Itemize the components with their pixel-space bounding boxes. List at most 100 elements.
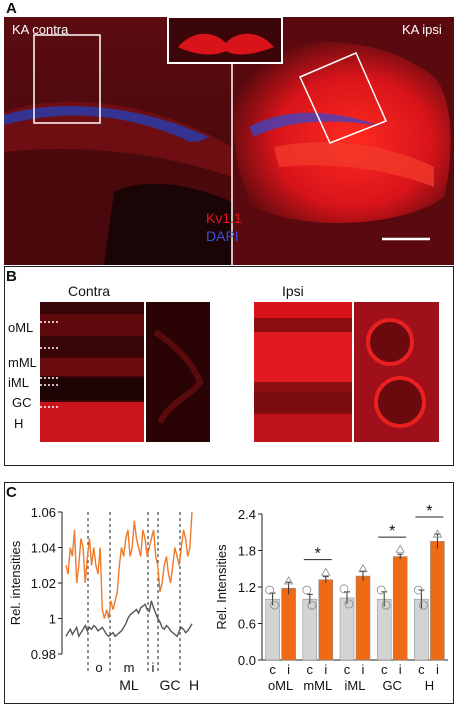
profile-line-chart: 0.98 1 1.02 1.04 1.06 Rel. intensities o m i ML GC… <box>8 505 199 693</box>
bar-GC-1 <box>392 556 408 661</box>
panel-b-letter: B <box>6 268 17 285</box>
region-label-i: i <box>152 660 155 675</box>
bar-mML-1 <box>318 579 334 661</box>
data-point <box>413 585 423 595</box>
data-point <box>376 585 386 595</box>
data-point <box>265 585 274 595</box>
profile-series-0 <box>65 511 193 619</box>
region-label-gc: GC <box>160 677 181 693</box>
bar-sub-label: i <box>362 662 365 677</box>
region-label-o: o <box>95 660 102 675</box>
inset-hippocampus <box>178 33 274 55</box>
contra-gc <box>40 378 144 400</box>
significance-star: * <box>389 523 395 540</box>
bar-iML-1 <box>355 575 371 661</box>
layer-label-mml: mML <box>8 355 37 370</box>
region-label-ml: ML <box>119 677 139 693</box>
panel-a-letter: A <box>6 0 17 17</box>
contra-label: KA contra <box>12 22 69 37</box>
contra-roi-box <box>33 34 101 124</box>
ipsi-oml <box>254 302 352 318</box>
data-point <box>339 584 349 594</box>
contra-molecular-layer <box>4 101 232 177</box>
panel-c-frame <box>4 482 454 704</box>
profile-series-1 <box>65 600 193 639</box>
panel-a-micrograph <box>4 17 454 265</box>
contra-zoom-cell <box>153 329 204 424</box>
ipsi-zoom-cell-1 <box>366 318 414 366</box>
layer-label-gc: GC <box>12 395 32 410</box>
data-point <box>321 567 331 576</box>
data-point <box>395 544 405 553</box>
region-label-m: m <box>124 660 135 675</box>
ipsi-divider <box>352 302 354 442</box>
significance-star: * <box>426 503 432 520</box>
panel-b-frame <box>4 266 454 466</box>
bar-chart-ylabel: Rel. Intensities <box>214 544 229 630</box>
bar-category-label: GC <box>382 678 402 693</box>
bar-sub-label: i <box>324 662 327 677</box>
contra-granule-cell-layer <box>4 106 209 142</box>
line-chart-ytick-label: 1.02 <box>31 576 56 591</box>
data-point <box>283 576 294 585</box>
bar-H-1 <box>430 541 445 661</box>
contra-iml <box>40 358 144 376</box>
bar-chart-ytick-label: 0.6 <box>238 617 256 632</box>
data-point <box>307 600 317 610</box>
line-chart-ytick-label: 1.04 <box>31 541 56 556</box>
ipsi-hilus <box>274 142 434 187</box>
bar-oML-1 <box>281 587 296 661</box>
bar-sub-label: c <box>344 662 351 677</box>
bar-category-label: oML <box>268 678 293 693</box>
bar-sub-label: i <box>436 662 439 677</box>
contra-divider <box>144 302 146 442</box>
data-point <box>418 600 428 610</box>
data-point <box>344 599 354 609</box>
legend-dapi: DAPI <box>206 228 239 244</box>
panel-b-micrographs <box>40 302 439 442</box>
bar-sub-label: i <box>399 662 402 677</box>
bar-category-label: iML <box>345 678 366 693</box>
ipsi-mml <box>254 332 352 382</box>
bar-sub-label: c <box>381 662 388 677</box>
panel-a-image <box>4 17 454 265</box>
ipsi-label: KA ipsi <box>402 22 442 37</box>
data-point <box>381 600 391 610</box>
ipsi-hilus <box>254 414 352 442</box>
ipsi-zoom-cell-2 <box>374 376 426 428</box>
bar-chart-ytick-label: 2.4 <box>238 507 256 522</box>
ipsi-gc <box>254 392 352 412</box>
bar-sub-label: c <box>418 662 425 677</box>
bar-chart-ytick-label: 1.8 <box>238 544 256 559</box>
data-point <box>432 529 443 538</box>
bar-sub-label: c <box>269 662 276 677</box>
bar-chart-ytick-label: 1.2 <box>238 580 256 595</box>
panel-c-letter: C <box>6 484 17 501</box>
layer-label-oml: oML <box>8 320 34 335</box>
ventricle <box>104 183 232 265</box>
line-chart-ylabel: Rel. intensities <box>8 540 23 625</box>
ipsi-title: Ipsi <box>282 283 304 299</box>
layer-label-iml: iML <box>8 375 29 390</box>
line-chart-ytick-label: 1.06 <box>31 505 56 520</box>
bar-sub-label: i <box>287 662 290 677</box>
layer-label-h: H <box>14 416 24 431</box>
line-chart-ytick-label: 1 <box>49 612 56 627</box>
contra-zoom <box>146 302 210 442</box>
legend-kv11: Kv1.1 <box>206 210 242 226</box>
bar-sub-label: c <box>307 662 314 677</box>
layer-markers <box>40 321 60 408</box>
panel-b-image <box>40 302 439 442</box>
region-label-h: H <box>189 677 199 693</box>
ipsi-gcl-band <box>249 112 384 137</box>
data-point <box>270 600 279 610</box>
contra-hilus <box>40 402 144 442</box>
bar-category-label: mML <box>303 678 332 693</box>
ipsi-dentate-gyrus <box>233 41 451 224</box>
line-chart-ytick-label: 0.98 <box>31 647 56 662</box>
data-point <box>302 585 312 595</box>
bar-category-label: H <box>425 678 434 693</box>
bar-chart-ytick-label: 0.0 <box>238 653 256 668</box>
significance-star: * <box>315 546 321 563</box>
